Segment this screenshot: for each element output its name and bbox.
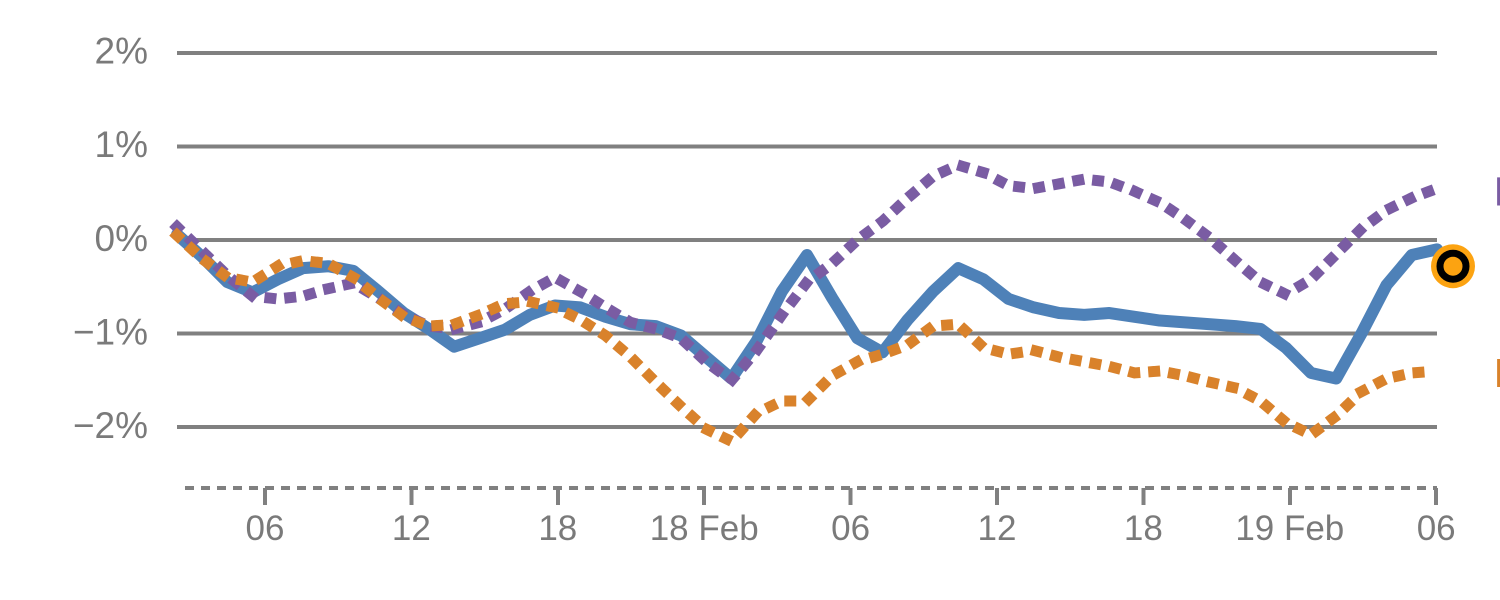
x-axis-tick-label: 06 [246,509,285,548]
y-axis-tick-label: 1% [95,124,148,165]
series-line-btc [169,227,1443,449]
gridlines-group [177,50,1437,430]
y-axis-tick-label: 2% [95,31,148,72]
y-axis-labels-group: 2% 1% 0% −1% −2% [73,31,148,446]
series-annotations-group: ETH BTC [1494,168,1500,396]
x-axis-tick-label: 06 [1417,509,1456,548]
x-axis-tick-label: 18 [538,509,577,548]
x-axis-tick-label: 12 [978,509,1017,548]
x-axis-tick-label: 06 [831,509,870,548]
series-line-eth [169,159,1445,388]
x-axis-tick-label: 18 [1124,509,1163,548]
series-line-portfolio [171,228,1443,385]
current-value-marker-ring [1436,249,1470,283]
series-label-btc: BTC [1494,350,1500,396]
x-axis-tick-label: 12 [392,509,431,548]
y-axis-tick-label: −2% [73,405,148,446]
x-axis-tick-label: 18 Feb [650,509,759,548]
markers-group [1431,244,1475,289]
series-group [169,159,1445,449]
y-axis-tick-label: −1% [73,311,148,352]
x-axis-group: 06 12 18 18 Feb 06 12 18 19 Feb 06 [185,486,1456,548]
x-axis-tick-label: 19 Feb [1235,509,1344,548]
y-axis-tick-label: 0% [95,218,148,259]
series-label-eth: ETH [1494,168,1500,214]
